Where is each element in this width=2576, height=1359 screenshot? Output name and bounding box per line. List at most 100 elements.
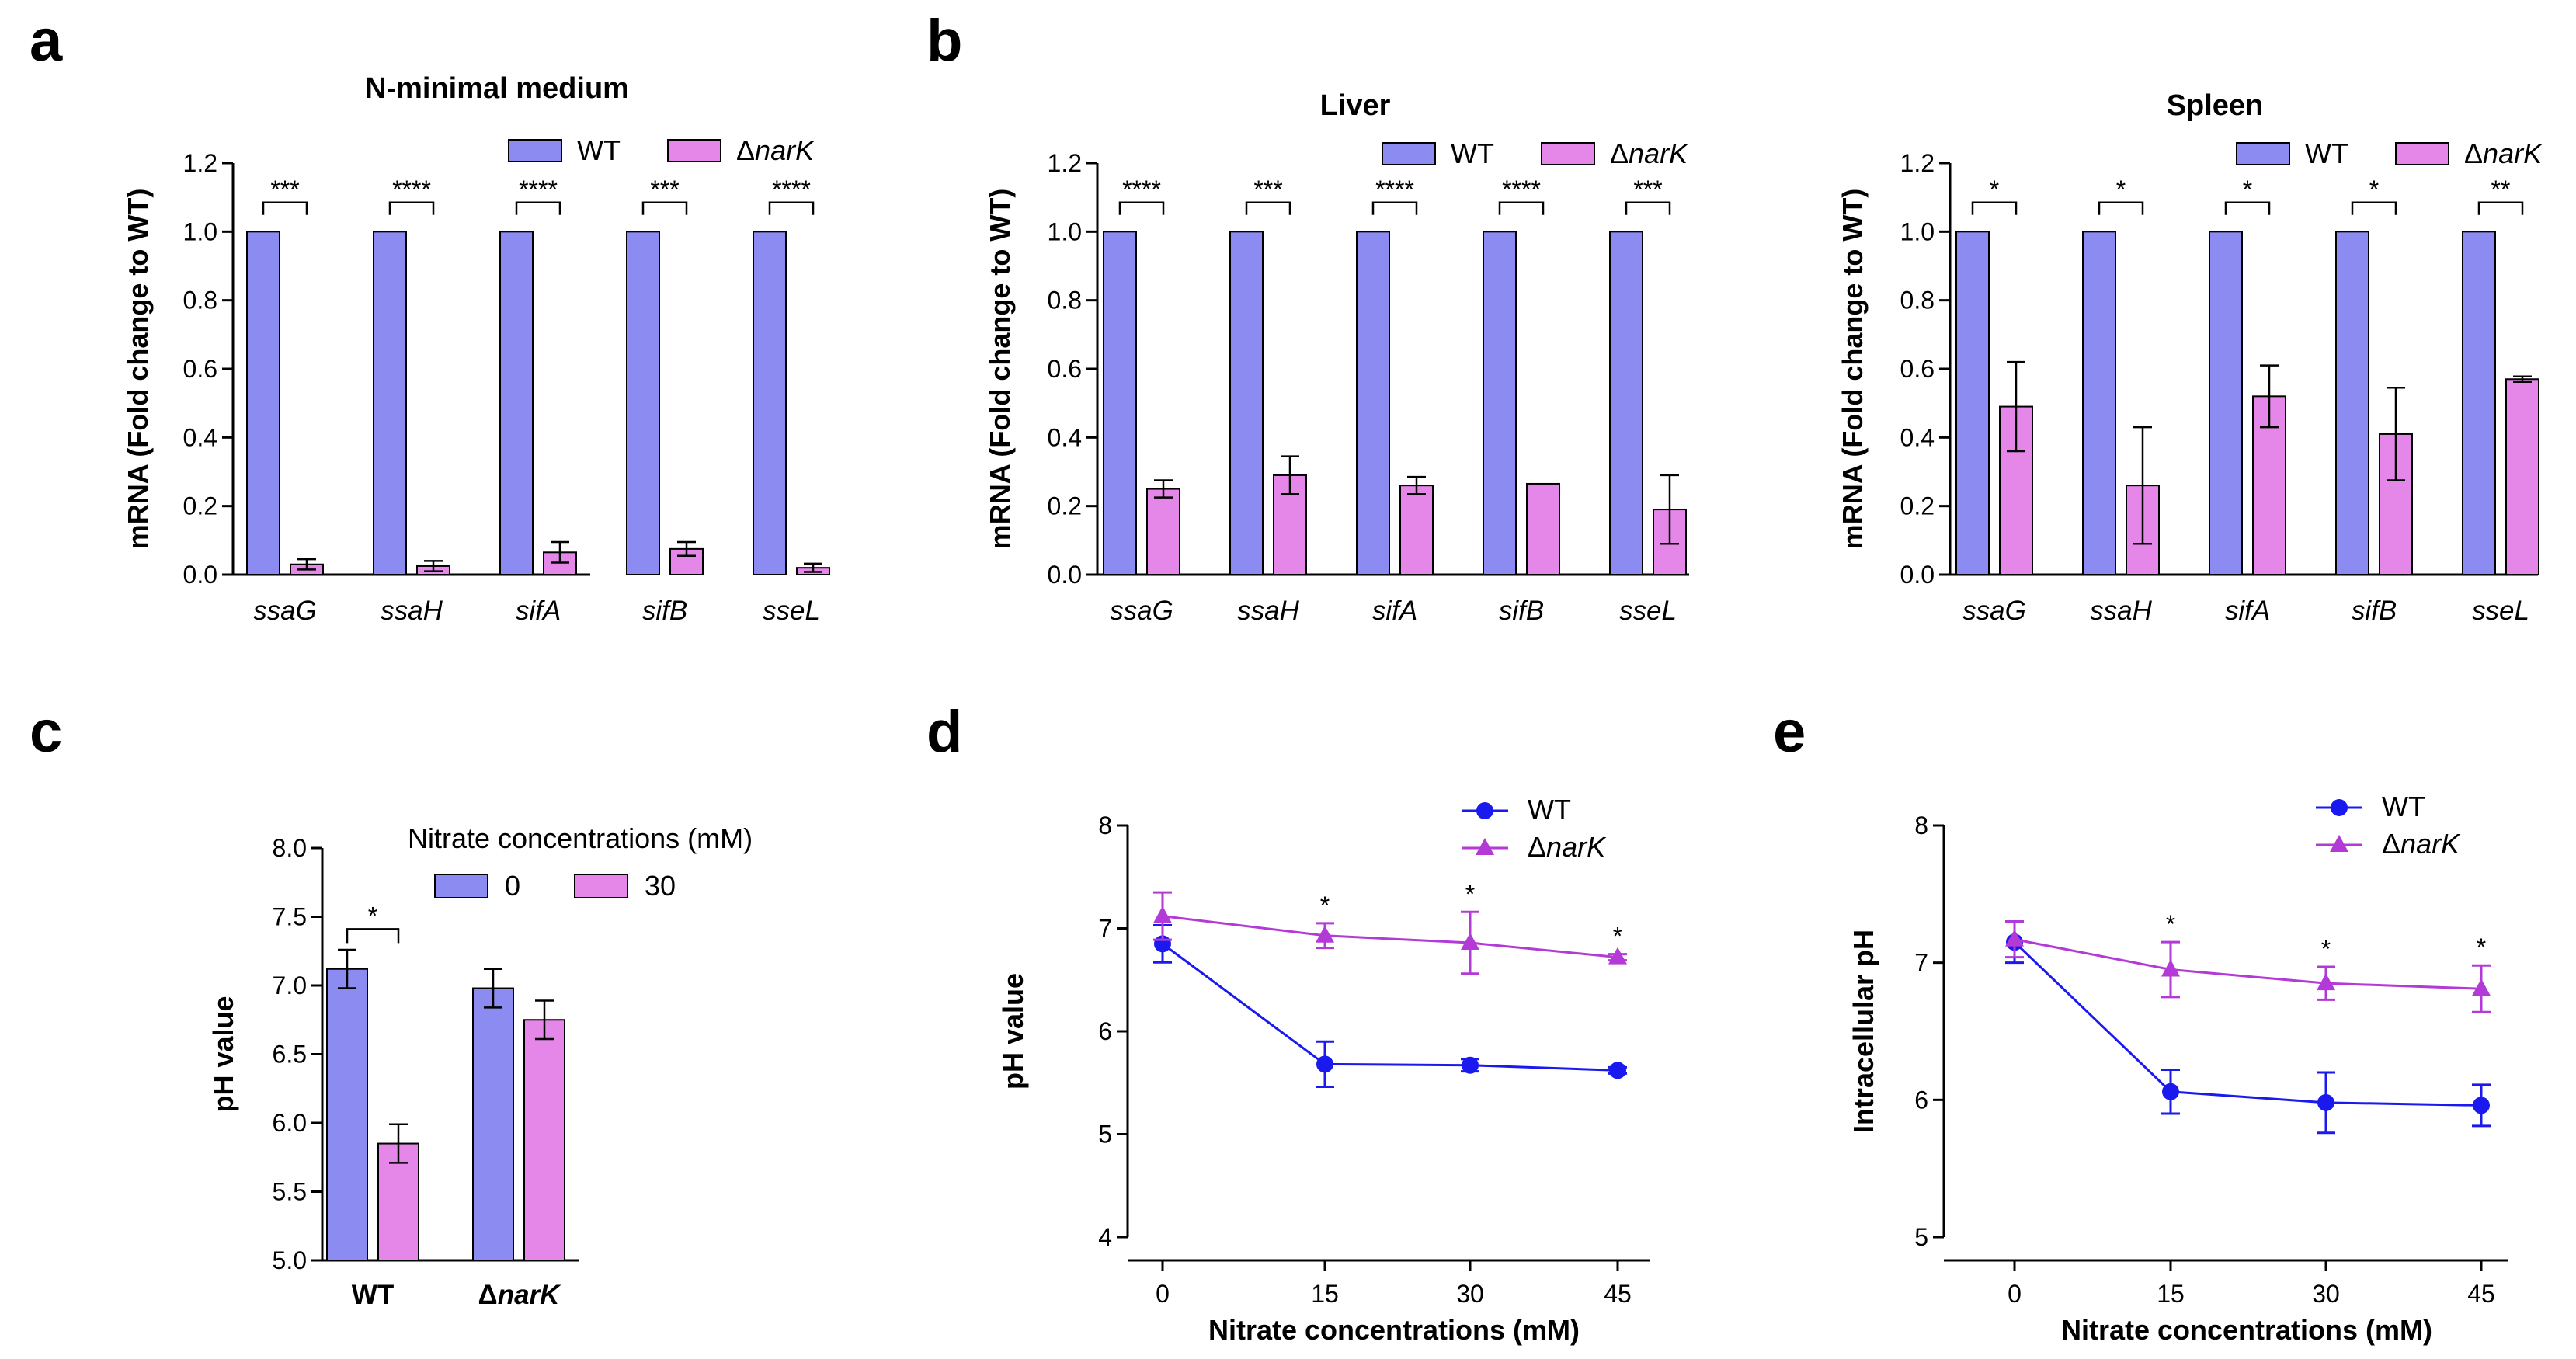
x-tick-label: sifA xyxy=(516,596,561,626)
significance-bracket xyxy=(2224,201,2271,215)
legend-swatch-mutant xyxy=(1541,142,1595,165)
y-tick-label: 5 xyxy=(1914,1223,1928,1251)
x-tick-label: sifB xyxy=(2352,596,2397,626)
y-axis-label: mRNA (Fold change to WT) xyxy=(984,189,1016,550)
legend: WT ΔnarK xyxy=(2236,137,2543,169)
y-tick-label: 0.2 xyxy=(183,492,217,520)
y-tick-label: 7 xyxy=(1098,915,1112,943)
legend-swatch-wt xyxy=(2236,142,2290,165)
data-point-mutant xyxy=(1461,933,1479,951)
y-tick-label: 6.0 xyxy=(273,1109,307,1137)
y-tick-label: 5.5 xyxy=(273,1178,307,1206)
legend-label-wt: WT xyxy=(2305,137,2348,169)
chart-panel-e: e 5 6 7 8 Intracellular pH 0 15 30 45 Nitrate conc… xyxy=(1773,699,2508,1346)
bar-30mM xyxy=(523,1019,565,1261)
panel-label: b xyxy=(926,8,962,74)
bar-mutant xyxy=(1399,485,1434,576)
y-tick-label: 0.4 xyxy=(1900,423,1935,451)
x-tick-label: sifA xyxy=(1372,596,1417,626)
legend-swatch-mutant xyxy=(667,139,721,162)
significance-bracket xyxy=(262,201,308,215)
data-point-wt xyxy=(2317,1093,2334,1111)
x-tick-label: sifB xyxy=(1499,596,1544,626)
y-axis-label: pH value xyxy=(997,973,1029,1090)
panel-label: e xyxy=(1773,699,1806,765)
significance-label: *** xyxy=(650,176,679,203)
y-tick-label: 5 xyxy=(1098,1121,1112,1149)
bar-0mM xyxy=(472,987,514,1262)
y-tick-label: 8 xyxy=(1098,812,1112,839)
y-tick-label: 1.2 xyxy=(1900,149,1935,177)
data-point-mutant xyxy=(2472,978,2491,996)
data-point-wt xyxy=(1609,1062,1626,1079)
data-point-wt xyxy=(1316,1055,1333,1073)
y-tick-label: 8 xyxy=(1914,812,1928,839)
bar-wt xyxy=(2082,231,2116,575)
chart-panel-b1: b Liver 0.0 0.2 0.4 0.6 0.8 1.0 1.2 mRNA (Fold ch… xyxy=(926,8,1689,626)
bar-wt xyxy=(2462,231,2496,575)
legend-swatch-mutant xyxy=(2395,142,2449,165)
significance-bracket xyxy=(1498,201,1545,215)
y-tick-label: 1.2 xyxy=(183,149,217,177)
significance-bracket xyxy=(768,201,815,215)
data-point-mutant xyxy=(1316,925,1334,943)
significance-label: **** xyxy=(519,176,558,203)
y-tick-label: 0.6 xyxy=(1048,355,1082,383)
significance-label: **** xyxy=(1375,176,1414,203)
y-tick-label: 0.4 xyxy=(1048,423,1082,451)
data-point-mutant xyxy=(1608,947,1627,965)
data-point-mutant xyxy=(2317,973,2335,991)
significance-label: **** xyxy=(1122,176,1161,203)
series-line-mutant xyxy=(2014,938,2482,990)
significance-label: * xyxy=(2116,176,2126,203)
significance-label: * xyxy=(2321,935,2331,963)
y-axis-label: mRNA (Fold change to WT) xyxy=(122,189,154,550)
x-tick-label: ΔnarK xyxy=(478,1280,562,1310)
significance-bracket xyxy=(2477,201,2524,215)
x-tick-label: sifB xyxy=(642,596,687,626)
y-tick-label: 0.8 xyxy=(1048,287,1082,315)
chart-title: N-minimal medium xyxy=(365,72,629,105)
y-tick-label: 1.2 xyxy=(1048,149,1082,177)
legend-label-mutant: ΔnarK xyxy=(2382,828,2461,860)
panel-label: c xyxy=(30,699,62,765)
significance-bracket xyxy=(515,201,561,215)
significance-label: * xyxy=(2369,176,2379,203)
bar-mutant xyxy=(1146,488,1180,575)
legend-swatch-30mM xyxy=(574,874,628,898)
y-tick-label: 0.2 xyxy=(1048,492,1082,520)
series-line-wt xyxy=(2013,941,2482,1107)
significance-label: * xyxy=(2166,910,2175,938)
y-axis-label: Intracellular pH xyxy=(1848,930,1879,1133)
bar-wt xyxy=(1609,231,1643,575)
legend-label-mutant: ΔnarK xyxy=(1610,137,1689,169)
x-tick-label: sseL xyxy=(2472,596,2529,626)
legend-marker-wt xyxy=(2331,799,2348,816)
chart-title: Liver xyxy=(1320,89,1391,122)
bar-wt xyxy=(1483,231,1517,575)
legend-title: Nitrate concentrations (mM) xyxy=(408,822,753,854)
x-axis-label: Nitrate concentrations (mM) xyxy=(1208,1314,1580,1346)
x-tick-label: ssaH xyxy=(1237,596,1299,626)
data-point-mutant xyxy=(2005,929,2024,947)
significance-label: * xyxy=(1990,176,1999,203)
y-tick-label: 1.0 xyxy=(183,217,217,245)
legend-swatch-0mM xyxy=(434,874,488,898)
y-tick-label: 0.4 xyxy=(183,423,217,451)
significance-label: * xyxy=(1613,923,1622,951)
x-tick-label: 30 xyxy=(2312,1280,2340,1308)
x-tick-label: 0 xyxy=(2008,1280,2022,1308)
significance-bracket xyxy=(346,928,400,944)
legend-marker-mutant xyxy=(2330,835,2348,852)
y-axis-label: mRNA (Fold change to WT) xyxy=(1837,189,1869,550)
legend: WT ΔnarK xyxy=(1462,794,1607,863)
x-tick-label: sifA xyxy=(2225,596,2270,626)
x-tick-label: 30 xyxy=(1456,1280,1484,1308)
legend: WT ΔnarK xyxy=(1382,137,1689,169)
y-tick-label: 0.8 xyxy=(183,287,217,315)
bar-wt xyxy=(1955,231,1990,575)
x-tick-label: 15 xyxy=(2157,1280,2185,1308)
legend-label-mutant: ΔnarK xyxy=(736,134,815,166)
